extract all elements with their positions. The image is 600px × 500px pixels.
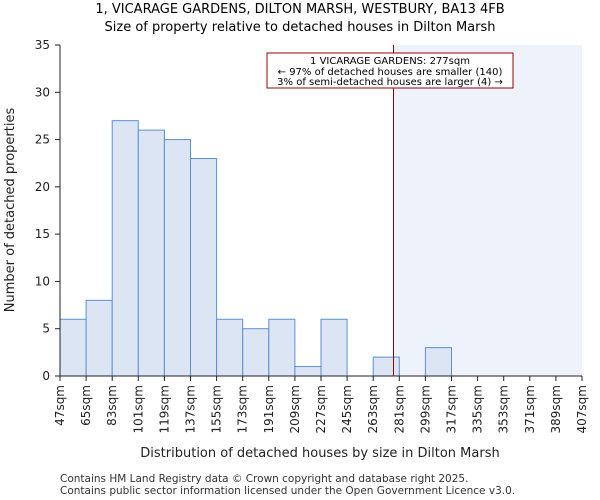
x-tick-label-317sqm: 317sqm bbox=[445, 385, 459, 433]
x-tick-label-389sqm: 389sqm bbox=[549, 385, 563, 433]
x-tick-label-65sqm: 65sqm bbox=[79, 385, 93, 426]
annotation-line-3: 3% of semi-detached houses are larger (4… bbox=[277, 77, 503, 88]
y-axis-label: Number of detached properties bbox=[3, 108, 18, 313]
y-tick-label-10: 10 bbox=[35, 274, 50, 288]
bar-83sqm bbox=[111, 120, 139, 377]
y-tick-label-5: 5 bbox=[42, 322, 50, 336]
x-tick-label-137sqm: 137sqm bbox=[184, 385, 198, 433]
x-tick-label-407sqm: 407sqm bbox=[575, 385, 589, 433]
bar-155sqm bbox=[216, 318, 244, 377]
footer-line-2: Contains public sector information licen… bbox=[60, 485, 516, 497]
x-tick-label-263sqm: 263sqm bbox=[366, 385, 380, 433]
x-tick-label-47sqm: 47sqm bbox=[53, 385, 67, 426]
bar-101sqm bbox=[137, 129, 165, 377]
y-tick-label-35: 35 bbox=[35, 38, 50, 52]
y-tick-label-20: 20 bbox=[35, 180, 50, 194]
y-tick-label-30: 30 bbox=[35, 85, 50, 99]
footer-line-1: Contains HM Land Registry data © Crown c… bbox=[60, 473, 469, 485]
x-tick-label-173sqm: 173sqm bbox=[236, 385, 250, 433]
x-tick-label-155sqm: 155sqm bbox=[210, 385, 224, 433]
bar-191sqm bbox=[268, 318, 296, 377]
larger-region-highlight bbox=[393, 45, 582, 376]
x-tick-label-83sqm: 83sqm bbox=[105, 385, 119, 426]
bar-173sqm bbox=[242, 328, 270, 377]
x-tick-label-299sqm: 299sqm bbox=[418, 385, 432, 433]
bar-65sqm bbox=[85, 299, 113, 377]
y-tick-label-0: 0 bbox=[42, 369, 50, 383]
bar-209sqm bbox=[294, 366, 322, 377]
x-tick-label-209sqm: 209sqm bbox=[288, 385, 302, 433]
x-tick-label-335sqm: 335sqm bbox=[471, 385, 485, 433]
annotation-border bbox=[266, 52, 514, 89]
chart-subtitle: Size of property relative to detached ho… bbox=[105, 20, 496, 35]
x-tick-label-191sqm: 191sqm bbox=[262, 385, 276, 433]
annotation-line-2: ← 97% of detached houses are smaller (14… bbox=[278, 67, 503, 78]
x-axis-label: Distribution of detached houses by size … bbox=[140, 446, 499, 461]
bar-119sqm bbox=[163, 139, 191, 377]
bar-47sqm bbox=[59, 318, 87, 377]
bar-263sqm bbox=[372, 356, 400, 377]
x-tick-label-371sqm: 371sqm bbox=[523, 385, 537, 433]
y-ticks: 0 5 10 15 20 25 30 35 bbox=[35, 38, 60, 383]
x-tick-label-101sqm: 101sqm bbox=[131, 385, 145, 433]
y-tick-label-25: 25 bbox=[35, 133, 50, 147]
bar-137sqm bbox=[190, 157, 218, 377]
chart-title: 1, VICARAGE GARDENS, DILTON MARSH, WESTB… bbox=[95, 2, 504, 17]
bars-group bbox=[59, 120, 452, 377]
bar-299sqm bbox=[424, 347, 452, 377]
x-tick-label-245sqm: 245sqm bbox=[340, 385, 354, 433]
x-tick-label-281sqm: 281sqm bbox=[392, 385, 406, 433]
x-tick-label-119sqm: 119sqm bbox=[157, 385, 171, 433]
x-tick-label-353sqm: 353sqm bbox=[497, 385, 511, 433]
annotation-box: 1 VICARAGE GARDENS: 277sqm ← 97% of deta… bbox=[266, 52, 514, 89]
y-tick-label-15: 15 bbox=[35, 227, 50, 241]
bar-227sqm bbox=[320, 318, 348, 377]
x-tick-label-227sqm: 227sqm bbox=[314, 385, 328, 433]
annotation-line-1: 1 VICARAGE GARDENS: 277sqm bbox=[310, 56, 470, 67]
x-ticks: 47sqm 65sqm 83sqm 101sqm 119sqm 137sqm 155sqm 1… bbox=[53, 376, 589, 433]
